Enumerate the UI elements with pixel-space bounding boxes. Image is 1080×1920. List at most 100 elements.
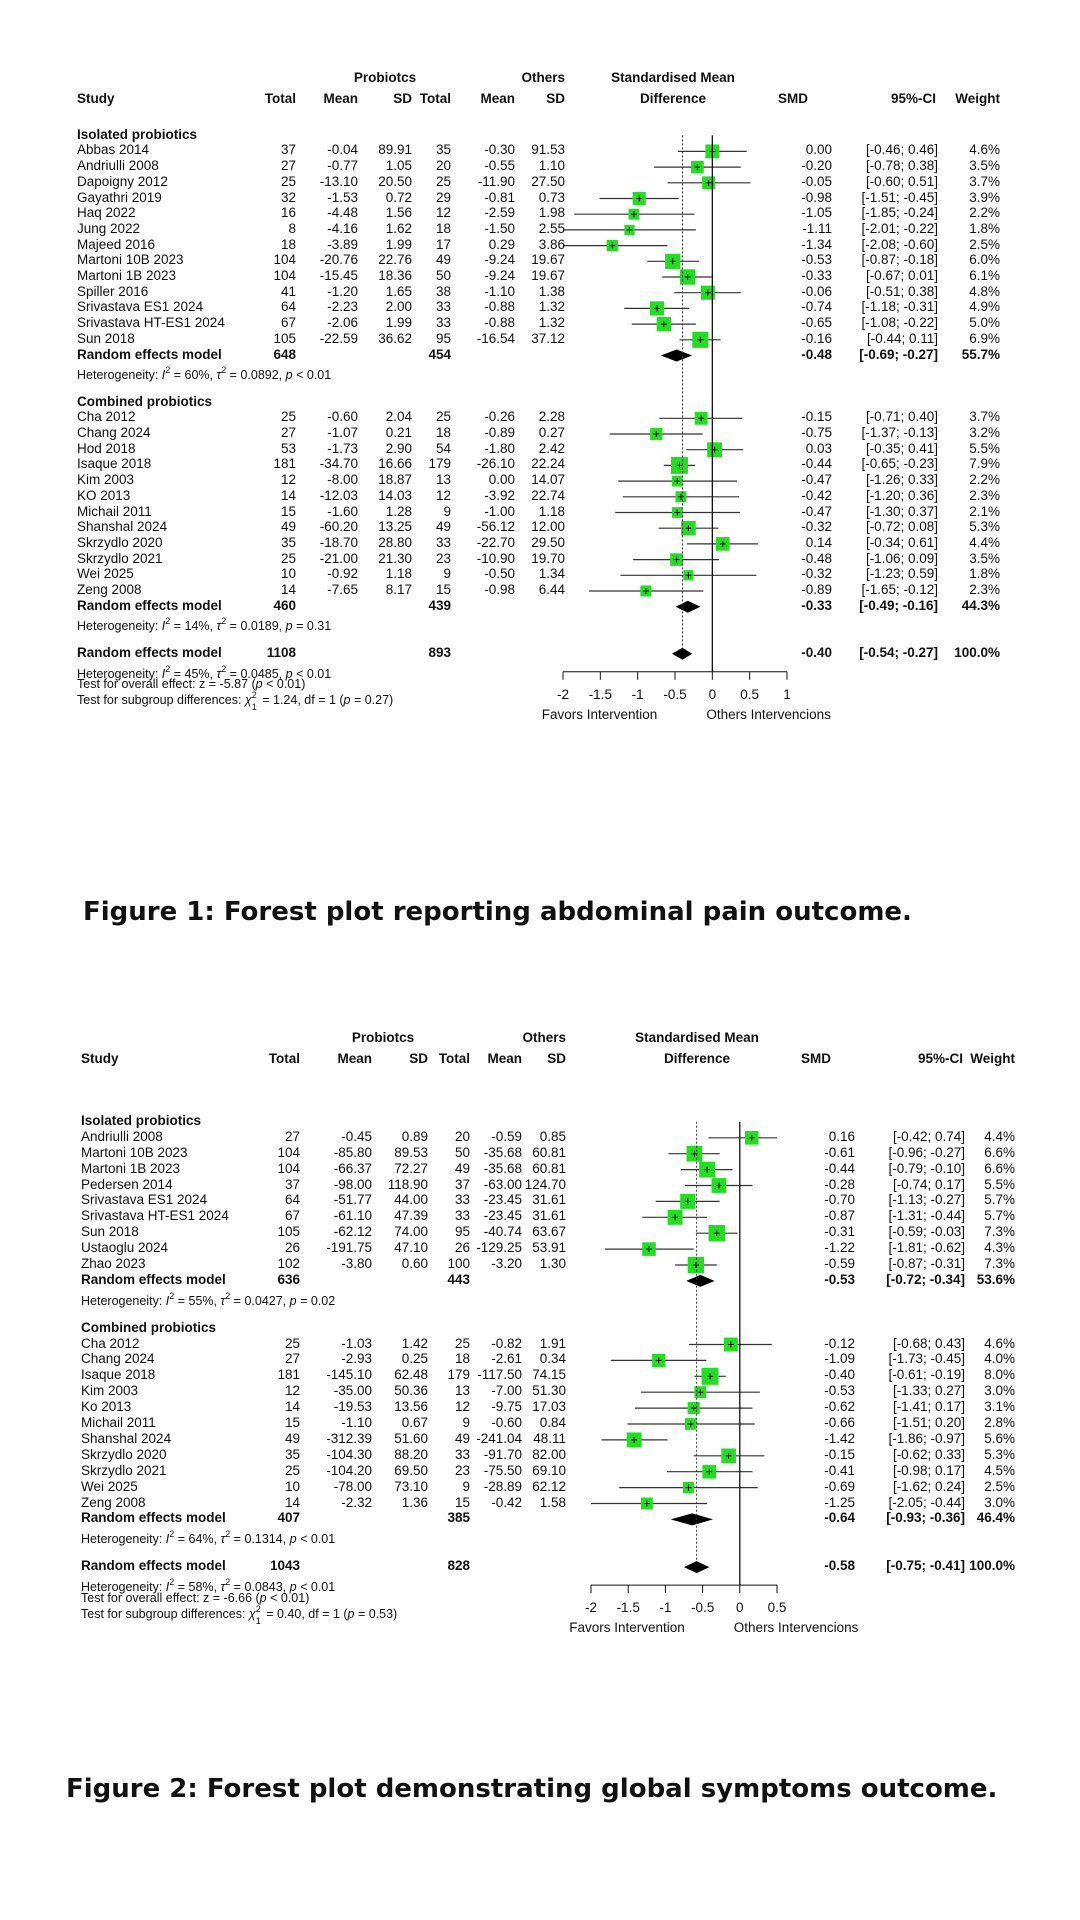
weight-value: 7.3% (984, 1256, 1015, 1271)
stat-text: p (347, 1606, 355, 1621)
header-ci: 95%-CI (917, 1051, 963, 1066)
superscript-2: 2 (165, 663, 171, 674)
study-name: Chang 2024 (77, 425, 151, 440)
others-total: 49 (435, 252, 451, 268)
stat-text: I (161, 666, 166, 681)
others-mean: -0.81 (484, 189, 515, 205)
stat-text: = 1.24, df = 1 ( (258, 692, 344, 707)
smd-value: -0.47 (801, 472, 832, 488)
figure-1-caption: Figure 1: Forest plot reporting abdomina… (83, 897, 912, 927)
smd-value: -0.42 (801, 487, 832, 503)
others-sd: 53.91 (532, 1240, 566, 1256)
others-total: 33 (435, 315, 451, 331)
ci-value: [-1.51; -0.45] (861, 189, 938, 205)
stat-text: Heterogeneity: (81, 1580, 166, 1594)
overall-probiotics-total: 1108 (266, 644, 296, 660)
probiotics-mean: -19.53 (333, 1399, 372, 1415)
others-mean: -26.10 (476, 456, 515, 472)
header-mean: Mean (323, 91, 358, 106)
header-plot-title: Standardised Mean (611, 70, 735, 85)
weight-value: 3.2% (969, 425, 1000, 440)
probiotics-mean: -22.59 (319, 330, 358, 346)
others-sd: 51.30 (532, 1383, 566, 1399)
ci-value: [-0.98; 0.17] (892, 1462, 965, 1478)
header-total: Total (264, 91, 296, 106)
subgroup-model-others-total: 443 (447, 1271, 470, 1287)
smd-value: -0.59 (824, 1256, 855, 1271)
probiotics-mean: -0.60 (327, 409, 358, 425)
others-total: 9 (462, 1478, 470, 1494)
others-total: 33 (435, 299, 451, 315)
probiotics-mean: -1.10 (341, 1415, 372, 1430)
others-sd: 1.32 (538, 299, 565, 315)
study-name: Hod 2018 (77, 440, 136, 456)
probiotics-mean: -60.20 (319, 519, 358, 535)
subgroup-model-others-total: 454 (428, 346, 451, 362)
ci-value: [-1.73; -0.45] (888, 1351, 965, 1367)
probiotics-sd: 14.03 (378, 487, 412, 503)
header-plot-title: Difference (663, 1051, 731, 1066)
others-sd: 60.81 (532, 1144, 566, 1160)
probiotics-mean: -21.00 (319, 550, 358, 566)
ci-value: [-0.65; -0.23] (861, 456, 938, 472)
ci-value: [-1.08; -0.22] (861, 315, 938, 331)
header-sd: SD (546, 91, 565, 106)
probiotics-total: 49 (280, 519, 296, 535)
probiotics-total: 10 (280, 566, 296, 582)
others-total: 29 (435, 189, 451, 205)
subgroup-model-label: Random effects model (77, 597, 222, 613)
ci-value: [-0.87; -0.18] (861, 252, 938, 268)
others-mean: -0.88 (484, 299, 515, 315)
others-sd: 0.73 (538, 189, 565, 205)
others-mean: -0.98 (484, 582, 515, 597)
x-axis-tick-label: -2 (557, 687, 569, 702)
weight-value: 2.2% (969, 205, 1000, 221)
subgroup-model-smd: -0.48 (801, 346, 832, 362)
others-interventions-label: Others Intervencions (706, 707, 831, 722)
weight-value: 2.3% (969, 582, 1000, 597)
others-total: 15 (435, 582, 451, 597)
probiotics-total: 64 (280, 299, 296, 315)
subgroup-title: Isolated probiotics (77, 126, 198, 142)
stat-text: Heterogeneity: (77, 368, 162, 383)
stat-text: p (343, 692, 351, 707)
others-mean: -0.59 (491, 1128, 522, 1144)
others-sd: 124.70 (524, 1176, 566, 1192)
stat-text: I (161, 368, 166, 383)
others-total: 49 (454, 1430, 470, 1446)
overall-ci: [-0.75; -0.41] (886, 1558, 965, 1574)
stat-text: = 0.0427, (230, 1293, 290, 1308)
weight-value: 4.0% (984, 1351, 1015, 1367)
probiotics-total: 27 (284, 1128, 300, 1144)
smd-value: -1.09 (824, 1351, 855, 1367)
others-mean: -0.42 (491, 1494, 522, 1510)
probiotics-sd: 89.53 (394, 1144, 428, 1160)
others-sd: 2.42 (538, 440, 565, 456)
others-sd: 19.67 (531, 268, 565, 283)
ci-value: [-1.26; 0.33] (865, 472, 938, 488)
superscript-2: 2 (165, 365, 171, 376)
ci-value: [-1.13; -0.27] (888, 1192, 965, 1208)
probiotics-mean: -51.77 (333, 1192, 372, 1208)
others-sd: 1.91 (539, 1335, 566, 1351)
others-total: 33 (435, 534, 451, 550)
subgroup-model-smd: -0.64 (824, 1510, 855, 1526)
ci-value: [-0.59; -0.03] (888, 1224, 965, 1240)
stat-text: I (161, 619, 166, 634)
probiotics-sd: 8.17 (385, 582, 412, 597)
probiotics-mean: -85.80 (333, 1144, 372, 1160)
stat-text: = 55%, (174, 1293, 221, 1308)
others-total: 179 (428, 456, 451, 472)
study-name: Zeng 2008 (81, 1494, 146, 1510)
weight-value: 1.8% (969, 566, 1000, 582)
others-total: 49 (435, 519, 451, 535)
study-name: Michail 2011 (77, 503, 152, 519)
others-total: 18 (435, 425, 451, 440)
overall-pooled-diamond (684, 1561, 710, 1574)
probiotics-sd: 118.90 (387, 1176, 428, 1192)
others-sd: 1.38 (538, 283, 565, 299)
others-sd: 2.55 (538, 220, 565, 236)
probiotics-total: 104 (273, 252, 296, 268)
ci-value: [-1.86; -0.97] (888, 1430, 965, 1446)
